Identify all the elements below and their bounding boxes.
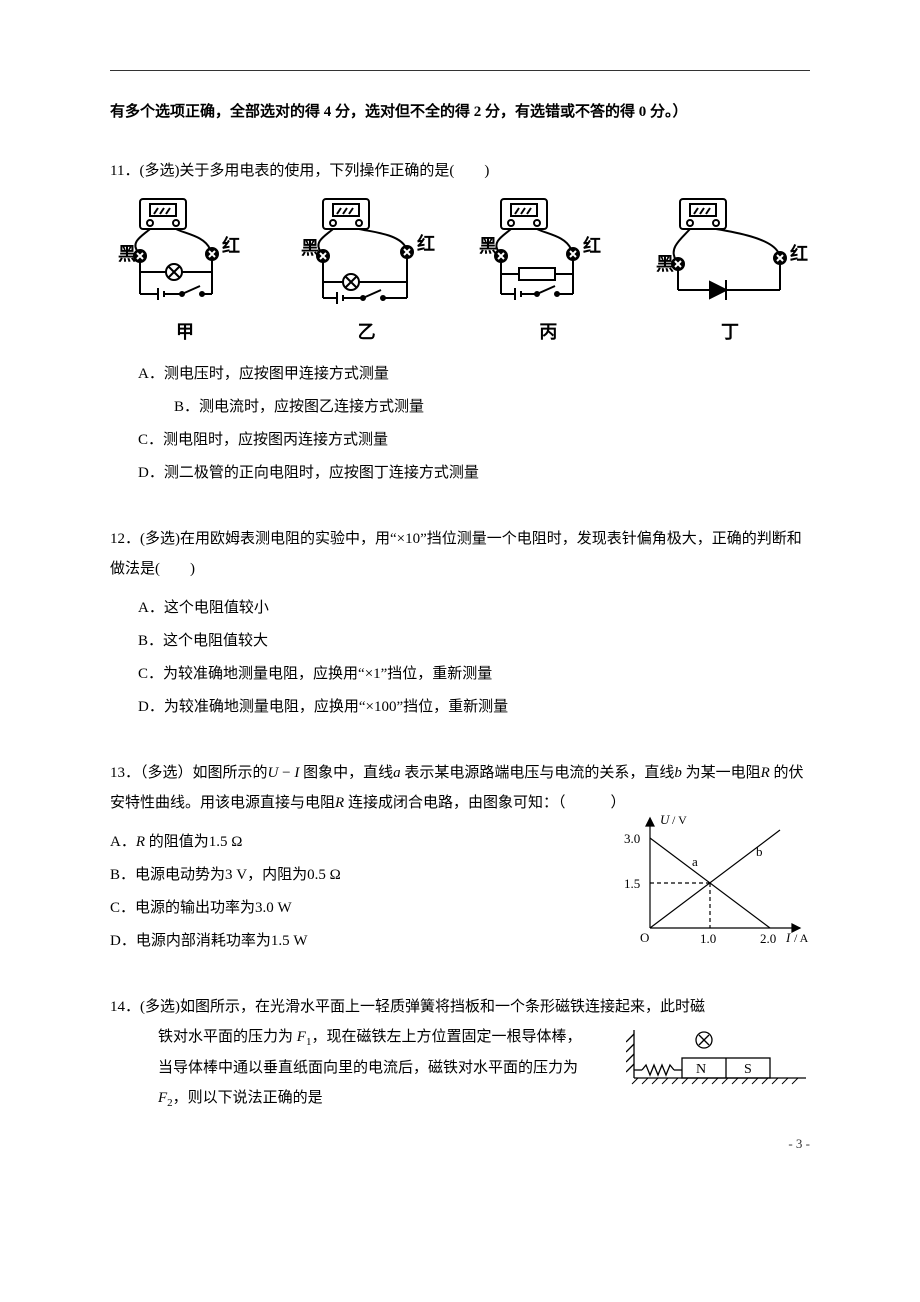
svg-text:黑: 黑: [301, 238, 319, 258]
scoring-instruction: 有多个选项正确，全部选对的得 4 分，选对但不全的得 2 分，有选错或不答的得 …: [110, 99, 810, 126]
q11-figures: 黑 红 甲: [110, 194, 810, 344]
q13-opt-d: D．电源内部消耗功率为1.5 W: [110, 925, 550, 958]
q12-opt-c: C．为较准确地测量电阻，应换用“×1”挡位，重新测量: [110, 658, 810, 691]
svg-text:O: O: [640, 930, 649, 945]
svg-text:S: S: [744, 1062, 752, 1077]
svg-text:1.5: 1.5: [624, 876, 640, 891]
q12-opt-b: B．这个电阻值较大: [110, 625, 810, 658]
svg-text:N: N: [696, 1062, 706, 1077]
svg-text:3.0: 3.0: [624, 831, 640, 846]
svg-text:/ V: / V: [672, 813, 687, 827]
q14-stem: 14．(多选)如图所示，在光滑水平面上一轻质弹簧将挡板和一个条形磁铁连接起来，此…: [110, 992, 810, 1114]
svg-text:a: a: [692, 854, 698, 869]
svg-text:1.0: 1.0: [700, 931, 716, 946]
q11-opt-c: C．测电阻时，应按图丙连接方式测量: [110, 424, 810, 457]
question-13: 13．（多选）如图所示的U − I 图象中，直线a 表示某电源路端电压与电流的关…: [110, 758, 810, 958]
q13-options: A．R 的阻值为1.5 Ω B．电源电动势为3 V，内阻为0.5 Ω C．电源的…: [110, 826, 550, 958]
q11-fig-label-0: 甲: [110, 318, 260, 344]
q12-opt-a: A．这个电阻值较小: [110, 592, 810, 625]
svg-text:b: b: [756, 844, 763, 859]
q12-stem: 12．(多选)在用欧姆表测电阻的实验中，用“×10”挡位测量一个电阻时，发现表针…: [110, 524, 810, 584]
q12-options: A．这个电阻值较小 B．这个电阻值较大 C．为较准确地测量电阻，应换用“×1”挡…: [110, 592, 810, 724]
q11-fig-label-3: 丁: [650, 318, 810, 344]
q11-opt-b: B．测电流时，应按图乙连接方式测量: [110, 391, 810, 424]
svg-text:I: I: [785, 930, 791, 945]
svg-text:/ A: / A: [794, 931, 809, 945]
q11-fig-jia: 黑 红 甲: [110, 194, 260, 344]
svg-text:红: 红: [417, 233, 435, 254]
q11-stem: 11．(多选)关于多用电表的使用，下列操作正确的是( ): [110, 156, 810, 186]
q13-opt-a: A．R 的阻值为1.5 Ω: [110, 826, 550, 859]
q11-fig-bing: 黑 红 丙: [473, 194, 623, 344]
q14-figure: N S: [626, 1026, 810, 1103]
page: 有多个选项正确，全部选对的得 4 分，选对但不全的得 2 分，有选错或不答的得 …: [0, 0, 920, 1188]
svg-text:U: U: [660, 812, 671, 827]
q13-opt-b: B．电源电动势为3 V，内阻为0.5 Ω: [110, 859, 550, 892]
svg-text:2.0: 2.0: [760, 931, 776, 946]
q12-opt-d: D．为较准确地测量电阻，应换用“×100”挡位，重新测量: [110, 691, 810, 724]
probe-black-label: 黑: [118, 244, 136, 264]
page-number: - 3 -: [788, 1136, 810, 1152]
q11-fig-ding: 黑 红 丁: [650, 194, 810, 344]
q11-options: A．测电压时，应按图甲连接方式测量 B．测电流时，应按图乙连接方式测量 C．测电…: [110, 358, 810, 490]
q11-opt-d: D．测二极管的正向电阻时，应按图丁连接方式测量: [110, 457, 810, 490]
probe-red-label: 红: [222, 235, 240, 256]
svg-text:红: 红: [790, 243, 808, 264]
q11-opt-a: A．测电压时，应按图甲连接方式测量: [110, 358, 810, 391]
q11-fig-yi: 黑 红 乙: [287, 194, 447, 344]
q11-fig-label-1: 乙: [287, 318, 447, 344]
question-14: 14．(多选)如图所示，在光滑水平面上一轻质弹簧将挡板和一个条形磁铁连接起来，此…: [110, 992, 810, 1114]
svg-text:黑: 黑: [479, 236, 497, 256]
question-11: 11．(多选)关于多用电表的使用，下列操作正确的是( ): [110, 156, 810, 490]
question-12: 12．(多选)在用欧姆表测电阻的实验中，用“×10”挡位测量一个电阻时，发现表针…: [110, 524, 810, 724]
q13-graph: U/ V 3.0 1.5 O 1.0 2.0 I/ A a b: [610, 808, 820, 963]
svg-text:黑: 黑: [656, 254, 674, 274]
q11-fig-label-2: 丙: [473, 318, 623, 344]
svg-text:红: 红: [583, 235, 601, 256]
q13-opt-c: C．电源的输出功率为3.0 W: [110, 892, 550, 925]
top-divider: [110, 70, 810, 71]
